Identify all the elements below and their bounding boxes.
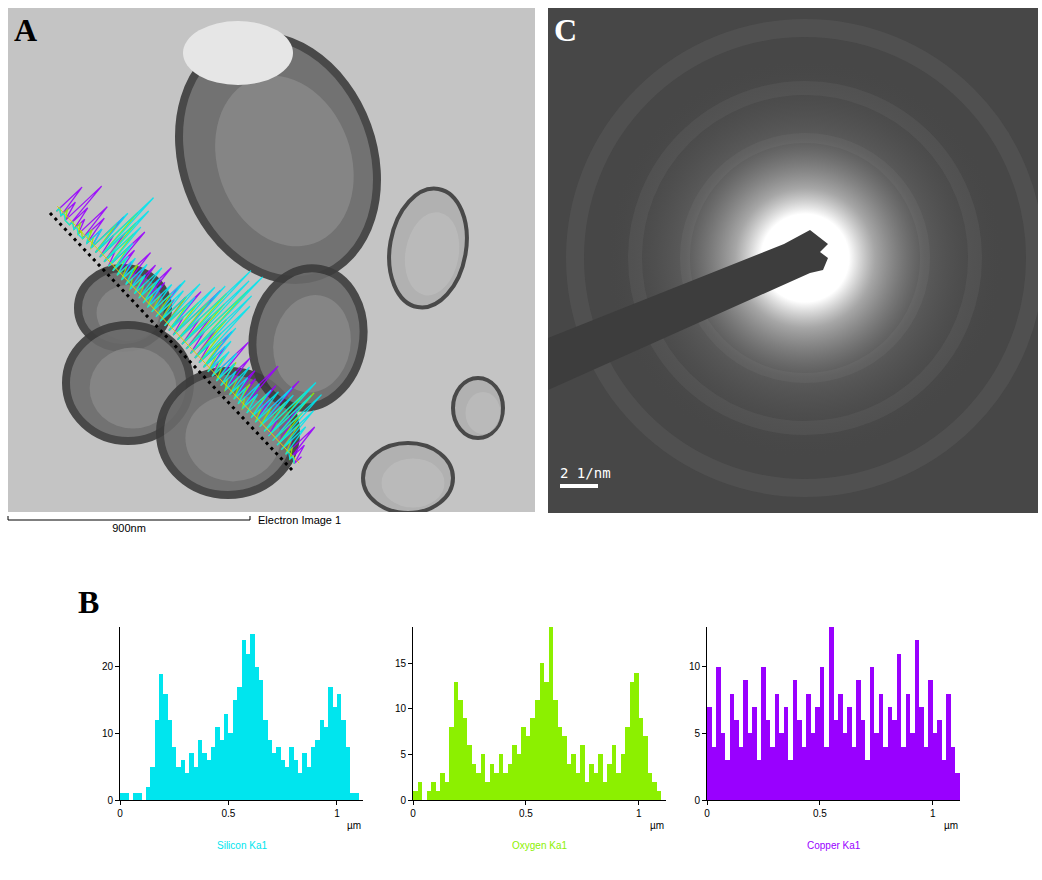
- svg-text:Electron Image 1: Electron Image 1: [258, 514, 341, 526]
- html-text:B: B: [78, 584, 100, 620]
- svg-text:0: 0: [400, 795, 406, 806]
- svg-text:µm: µm: [944, 820, 958, 831]
- svg-text:0.5: 0.5: [519, 808, 533, 819]
- svg-text:20: 20: [102, 661, 114, 672]
- svg-text:Copper Ka1: Copper Ka1: [807, 840, 861, 851]
- svg-text:0: 0: [107, 795, 113, 806]
- svg-text:Oxygen Ka1: Oxygen Ka1: [512, 840, 567, 851]
- svg-text:µm: µm: [347, 820, 361, 831]
- svg-text:0: 0: [694, 795, 700, 806]
- svg-text:0.5: 0.5: [222, 808, 236, 819]
- svg-text:10: 10: [689, 661, 701, 672]
- svg-text:µm: µm: [650, 820, 664, 831]
- svg-text:10: 10: [102, 728, 114, 739]
- svg-text:1: 1: [636, 808, 642, 819]
- svg-text:2 1/nm: 2 1/nm: [560, 465, 611, 481]
- svg-text:5: 5: [400, 749, 406, 760]
- svg-text:Silicon Ka1: Silicon Ka1: [217, 840, 267, 851]
- svg-text:15: 15: [395, 658, 407, 669]
- svg-text:1: 1: [334, 808, 340, 819]
- svg-text:0: 0: [117, 808, 123, 819]
- svg-text:900nm: 900nm: [112, 522, 146, 534]
- svg-text:10: 10: [395, 703, 407, 714]
- html-text:C: C: [554, 12, 578, 48]
- svg-text:0: 0: [410, 808, 416, 819]
- svg-text:0: 0: [704, 808, 710, 819]
- html-text:A: A: [14, 12, 38, 48]
- svg-text:5: 5: [694, 728, 700, 739]
- svg-text:0.5: 0.5: [813, 808, 827, 819]
- svg-text:1: 1: [930, 808, 936, 819]
